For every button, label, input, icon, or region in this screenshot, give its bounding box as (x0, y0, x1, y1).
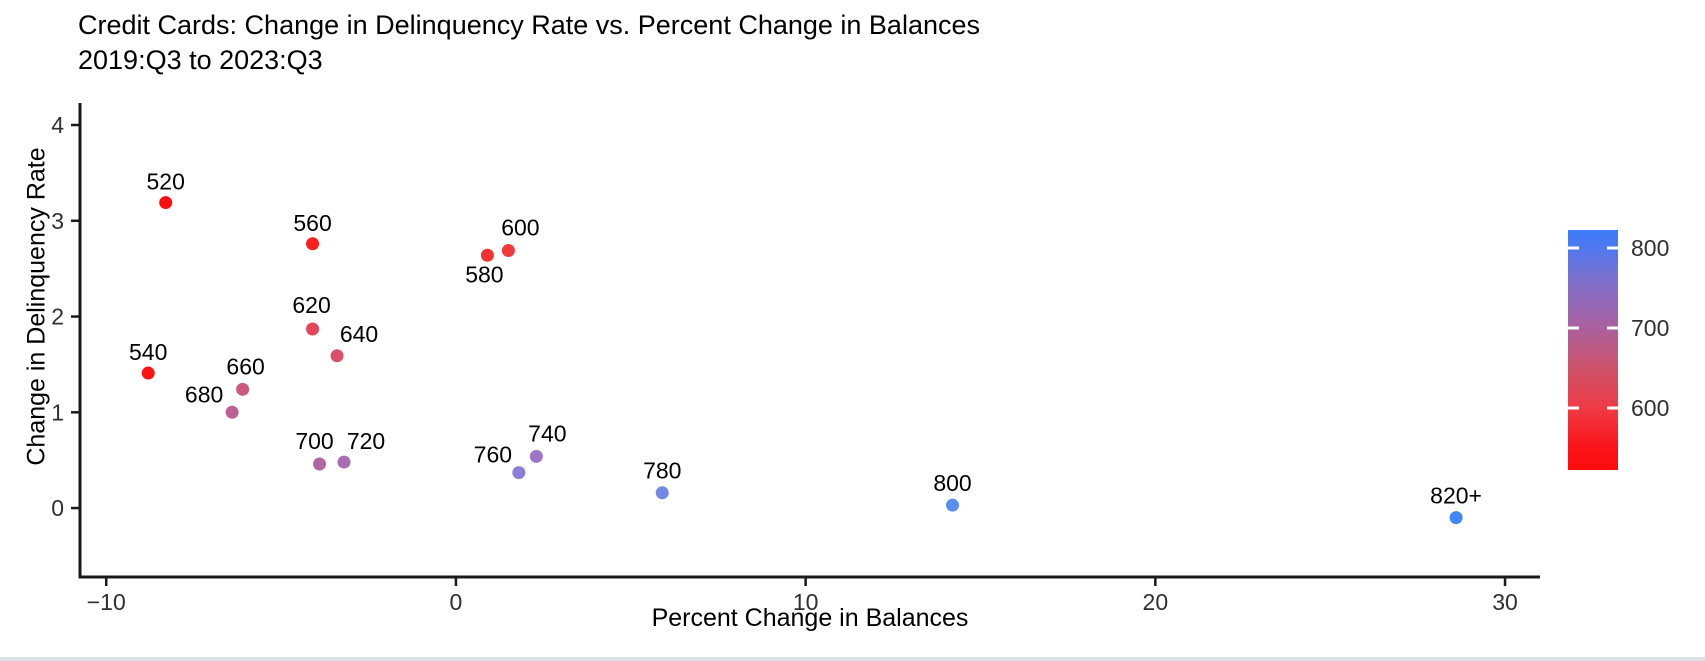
data-point-560 (306, 237, 320, 251)
data-point-label-660: 660 (226, 353, 264, 379)
chart-title-line2: 2019:Q3 to 2023:Q3 (78, 45, 323, 75)
bottom-edge (0, 657, 1705, 661)
x-tick-label: 0 (450, 589, 463, 615)
y-tick-label: 3 (51, 208, 64, 234)
x-tick-label: −10 (87, 589, 126, 615)
x-axis-title: Percent Change in Balances (651, 604, 969, 632)
data-point-580 (480, 248, 494, 262)
data-point-label-700: 700 (295, 428, 333, 454)
y-tick-label: 1 (51, 399, 64, 425)
colorbar-tick-label: 600 (1631, 395, 1669, 421)
data-point-760 (512, 466, 526, 480)
x-tick-label: 30 (1492, 589, 1518, 615)
data-point-label-740: 740 (528, 420, 566, 446)
data-point-label-600: 600 (501, 214, 539, 240)
data-point-620 (306, 322, 320, 336)
y-axis-title: Change in Delinquency Rate (22, 147, 51, 466)
y-tick-label: 4 (51, 112, 64, 138)
x-tick-label: 20 (1143, 589, 1169, 615)
data-point-label-820+: 820+ (1430, 483, 1482, 509)
chart-title-line1: Credit Cards: Change in Delinquency Rate… (78, 10, 980, 40)
data-point-540 (141, 366, 155, 380)
data-point-label-620: 620 (292, 292, 330, 318)
data-point-label-520: 520 (146, 169, 184, 195)
colorbar-tick-label: 700 (1631, 315, 1669, 341)
y-tick-label: 2 (51, 304, 64, 330)
chart-title: Credit Cards: Change in Delinquency Rate… (78, 8, 980, 78)
data-point-label-720: 720 (347, 428, 385, 454)
data-point-700 (313, 457, 327, 471)
data-point-label-560: 560 (293, 210, 331, 236)
data-point-label-800: 800 (933, 470, 971, 496)
x-tick-label: 10 (793, 589, 819, 615)
data-point-label-760: 760 (474, 442, 512, 468)
data-point-label-680: 680 (185, 381, 223, 407)
data-point-800 (946, 498, 960, 512)
data-point-740 (529, 449, 543, 463)
data-point-820+ (1449, 511, 1463, 525)
data-point-680 (225, 405, 239, 419)
colorbar-tick-label: 800 (1631, 235, 1669, 261)
data-point-660 (236, 382, 250, 396)
data-point-label-580: 580 (465, 261, 503, 287)
data-point-label-780: 780 (643, 458, 681, 484)
y-tick-label: 0 (51, 495, 64, 521)
data-point-520 (159, 196, 173, 210)
data-point-label-640: 640 (340, 321, 378, 347)
data-point-600 (501, 243, 515, 257)
colorbar-gradient (1568, 230, 1618, 470)
data-point-720 (337, 455, 351, 469)
data-point-640 (330, 349, 344, 363)
data-point-label-540: 540 (129, 339, 167, 365)
data-point-780 (655, 486, 669, 500)
